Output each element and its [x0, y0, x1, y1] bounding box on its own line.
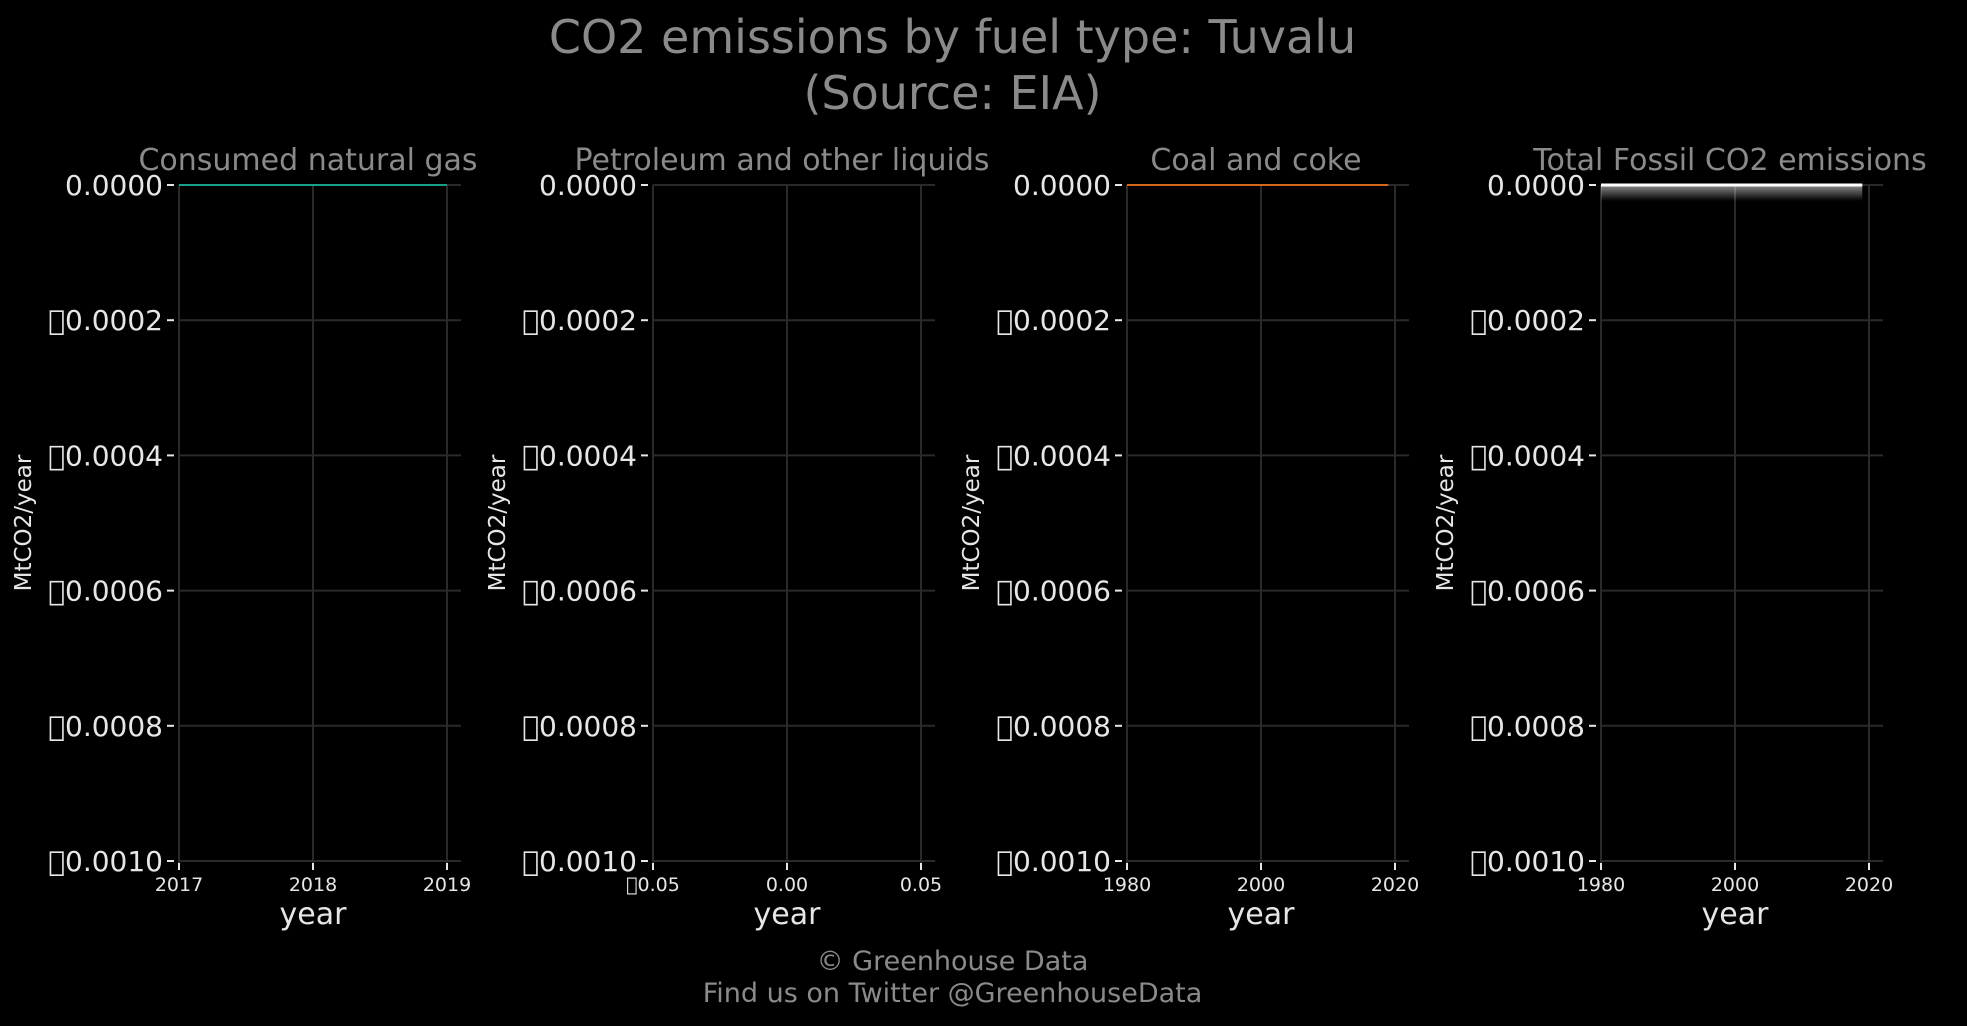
panel-4-y-tick-label:  0.0004	[1470, 439, 1585, 472]
panel-1-y-tick-label:  0.0002	[48, 304, 163, 337]
panel-1-x-tick-label: 2019	[423, 874, 471, 896]
panel-4-title: Total Fossil CO2 emissions	[1532, 143, 1926, 178]
panel-3-y-tick-label:  0.0008	[996, 710, 1111, 743]
panel-2-y-tick-label:  0.0006	[522, 575, 637, 608]
footer-twitter: Find us on Twitter @GreenhouseData	[702, 978, 1203, 1009]
panel-3-x-tick-label: 2000	[1237, 874, 1285, 896]
panel-2-x-tick-label: 0.05	[900, 874, 942, 896]
chart-title: CO2 emissions by fuel type: Tuvalu	[548, 10, 1357, 64]
panel-3-x-axis-label: year	[1228, 897, 1296, 932]
panel-2-y-tick-label: 0.0000	[539, 169, 637, 202]
panel-4-y-tick-label: 0.0000	[1487, 169, 1585, 202]
panel-4-x-axis-label: year	[1702, 897, 1770, 932]
panel-3-y-tick-label: 0.0000	[1013, 169, 1111, 202]
panel-3-y-tick-label:  0.0004	[996, 439, 1111, 472]
panel-1-y-tick-label:  0.0004	[48, 439, 163, 472]
panel-2-x-axis-label: year	[754, 897, 822, 932]
panel-2-title: Petroleum and other liquids	[574, 143, 989, 178]
footer-copyright: © Greenhouse Data	[816, 946, 1089, 977]
panel-1-y-tick-label:  0.0006	[48, 575, 163, 608]
panel-4-y-tick-label:  0.0002	[1470, 304, 1585, 337]
panel-3-x-tick-label: 1980	[1103, 874, 1151, 896]
panel-4-y-tick-label:  0.0010	[1470, 845, 1585, 878]
panel-1-x-tick-label: 2018	[289, 874, 337, 896]
panel-3-y-tick-label:  0.0010	[996, 845, 1111, 878]
panel-3-y-tick-label:  0.0002	[996, 304, 1111, 337]
panel-2-x-tick-label:  0.05	[626, 874, 680, 896]
panel-1-y-tick-label:  0.0010	[48, 845, 163, 878]
panel-4-y-axis-label: MtCO2/year	[1433, 454, 1459, 591]
panel-1-x-axis-label: year	[280, 897, 348, 932]
panel-4-y-tick-label:  0.0008	[1470, 710, 1585, 743]
panel-1-y-tick-label:  0.0008	[48, 710, 163, 743]
panel-3-title: Coal and coke	[1150, 143, 1361, 178]
panel-3-y-tick-label:  0.0006	[996, 575, 1111, 608]
panel-3-x-tick-label: 2020	[1371, 874, 1419, 896]
panel-1-title: Consumed natural gas	[138, 143, 477, 178]
panel-4-y-tick-label:  0.0006	[1470, 575, 1585, 608]
panel-3-y-axis-label: MtCO2/year	[959, 454, 985, 591]
panel-2-y-tick-label:  0.0008	[522, 710, 637, 743]
panel-4-x-tick-label: 1980	[1577, 874, 1625, 896]
panel-1-x-tick-label: 2017	[155, 874, 203, 896]
panel-2-y-tick-label:  0.0002	[522, 304, 637, 337]
panel-2-y-axis-label: MtCO2/year	[485, 454, 511, 591]
panel-4-series-1-area	[1601, 185, 1863, 201]
panel-1-y-axis-label: MtCO2/year	[11, 454, 37, 591]
panel-2-y-tick-label:  0.0010	[522, 845, 637, 878]
panel-4-x-tick-label: 2020	[1845, 874, 1893, 896]
chart-subtitle-source: (Source: EIA)	[803, 66, 1102, 120]
panel-2-y-tick-label:  0.0004	[522, 439, 637, 472]
panel-1-y-tick-label: 0.0000	[65, 169, 163, 202]
panel-4-x-tick-label: 2000	[1711, 874, 1759, 896]
panel-2-x-tick-label: 0.00	[766, 874, 808, 896]
